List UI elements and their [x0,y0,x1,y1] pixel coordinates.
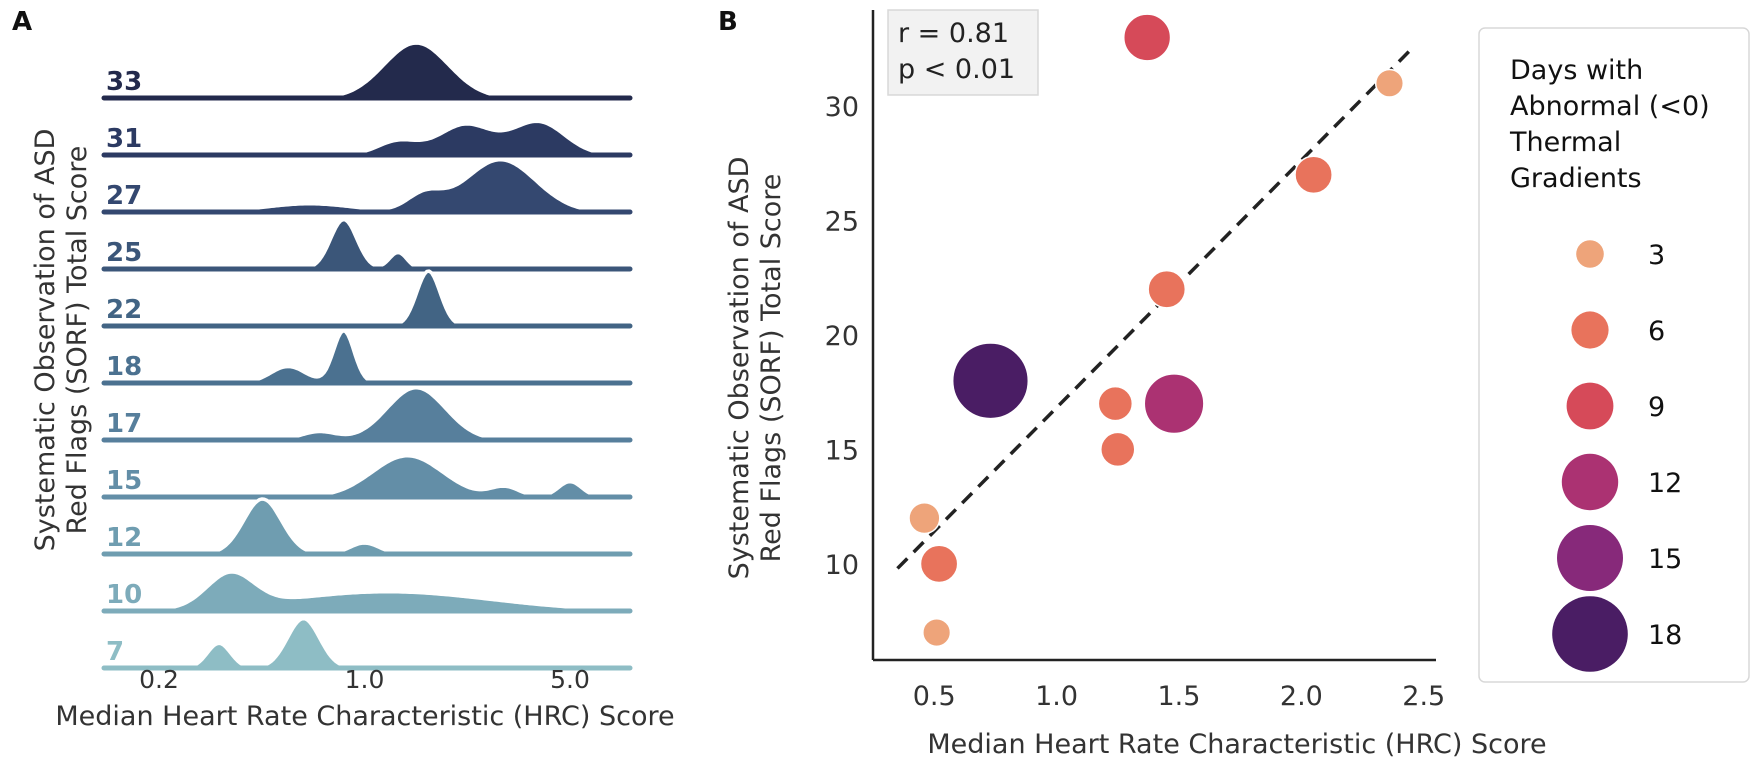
regression-line [896,47,1413,570]
scatter-point-10 [919,544,959,584]
scatter-point-2 [1374,68,1405,98]
panel-label-a: A [12,7,32,37]
ridge-label-25: 25 [106,238,142,268]
ridge-y-axis-label-line2: Red Flags (SORF) Total Score [62,146,93,535]
scatter-point-6 [1097,385,1134,422]
scatter-point-3 [1294,155,1333,195]
scatter-x-axis-label: Median Heart Rate Characteristic (HRC) S… [927,729,1546,760]
ridge-x-tick-5.0: 5.0 [550,665,590,694]
ridge-y-axis-label-line1: Systematic Observation of ASD [30,129,61,552]
ridge-label-7: 7 [106,637,124,667]
legend-marker-9 [1566,382,1614,430]
scatter-plot: 0.5 1.0 1.5 2.0 2.5 10 15 20 25 30 [825,10,1445,712]
scatter-x-tick-1.5: 1.5 [1158,681,1201,712]
scatter-y-tick-30: 30 [825,92,859,123]
scatter-point-5 [951,342,1030,420]
ridge-area-22 [102,269,632,328]
scatter-x-tick-1.0: 1.0 [1035,681,1078,712]
legend-label-9: 9 [1648,392,1665,423]
legend: Days with Abnormal (<0) Thermal Gradient… [1478,27,1750,683]
ridge-area-7 [102,616,632,670]
scatter-y-axis-label-line2: Red Flags (SORF) Total Score [756,174,787,563]
ridge-x-tick-1.0: 1.0 [345,665,385,694]
scatter-point-7 [1143,373,1205,435]
scatter-point-9 [908,501,941,535]
ridge-area-31 [102,119,632,157]
scatter-x-tick-2.0: 2.0 [1280,681,1323,712]
panel-label-b: B [718,7,738,37]
legend-title-line3: Thermal [1509,127,1621,158]
scatter-y-tick-25: 25 [825,207,859,238]
ridge-x-axis-label: Median Heart Rate Characteristic (HRC) S… [55,701,674,732]
ridge-label-27: 27 [106,181,142,211]
scatter-y-tick-15: 15 [825,435,859,466]
ridge-label-22: 22 [106,295,142,325]
legend-marker-3 [1576,240,1604,268]
legend-label-3: 3 [1648,240,1665,271]
ridge-area-25 [102,217,632,271]
scatter-point-4 [1147,269,1187,309]
legend-title-line2: Abnormal (<0) [1510,91,1710,122]
ridge-label-18: 18 [106,352,142,382]
legend-frame [1478,27,1750,683]
scatter-point-11 [922,617,952,648]
ridge-label-15: 15 [106,466,142,496]
scatter-x-tick-0.5: 0.5 [913,681,956,712]
ridge-label-33: 33 [106,67,142,97]
annotation-p: p < 0.01 [898,54,1015,85]
scatter-x-tick-2.5: 2.5 [1402,681,1445,712]
legend-entries: 3 6 9 12 15 18 [1552,240,1682,672]
legend-title-line1: Days with [1510,55,1643,86]
annotation-box [887,9,1039,96]
legend-label-18: 18 [1648,620,1682,651]
legend-title-line4: Gradients [1510,163,1642,194]
ridge-label-10: 10 [106,580,142,610]
ridge-label-17: 17 [106,409,142,439]
scatter-point-1 [1123,13,1172,62]
ridge-area-15 [102,454,632,499]
scatter-y-tick-10: 10 [825,550,859,581]
ridge-plot: 33 31 27 25 22 18 17 15 12 10 7 0.2 1.0 5.0 [101,41,633,694]
legend-marker-15 [1557,525,1623,591]
ridge-area-17 [102,386,632,442]
ridge-area-18 [102,328,632,385]
ridge-area-27 [102,158,632,214]
scatter-y-tick-20: 20 [825,321,859,352]
ridge-label-12: 12 [106,523,142,553]
ridge-area-10 [102,570,632,613]
scatter-point-8 [1100,431,1136,468]
scatter-y-axis-label-line1: Systematic Observation of ASD [724,157,755,580]
ridge-area-12 [102,497,632,556]
ridge-label-31: 31 [106,124,142,154]
ridge-x-tick-0.2: 0.2 [139,665,179,694]
legend-marker-12 [1561,453,1619,511]
legend-marker-6 [1571,311,1609,349]
legend-label-15: 15 [1648,544,1682,575]
legend-marker-18 [1552,596,1628,672]
legend-label-12: 12 [1648,468,1682,499]
legend-label-6: 6 [1648,316,1665,347]
correlation-annotation: r = 0.81 p < 0.01 [887,9,1039,96]
ridge-area-33 [102,41,632,100]
annotation-r: r = 0.81 [898,18,1009,49]
